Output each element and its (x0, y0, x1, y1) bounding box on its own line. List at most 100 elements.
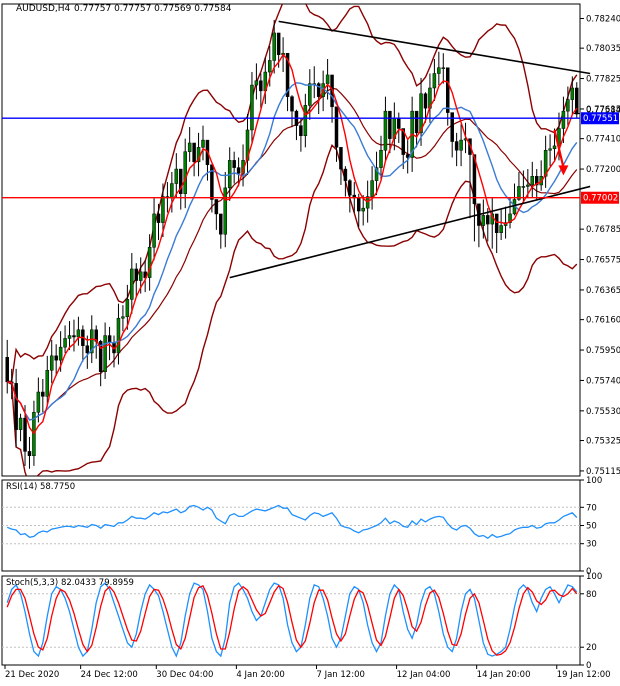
candle-body-bullish (245, 129, 250, 161)
candle-body-bullish (187, 142, 192, 152)
candle[interactable] (450, 112, 454, 158)
candle-body-bearish (472, 154, 477, 205)
candle[interactable] (441, 53, 446, 84)
candle[interactable] (116, 303, 121, 365)
candle-body-bearish (343, 168, 348, 181)
candle[interactable] (361, 195, 365, 226)
candle[interactable] (45, 355, 50, 407)
candle-body-bullish (481, 215, 486, 226)
candle[interactable] (445, 67, 450, 126)
candle-body-bullish (517, 186, 521, 200)
candle[interactable] (374, 151, 379, 196)
candle[interactable] (419, 77, 423, 146)
candle[interactable] (334, 106, 339, 162)
candle[interactable] (254, 63, 259, 100)
candle[interactable] (316, 82, 321, 115)
candle[interactable] (548, 134, 552, 167)
candle[interactable] (156, 203, 161, 240)
candle-body-bullish (526, 184, 530, 187)
candle[interactable] (259, 73, 263, 109)
candle[interactable] (530, 161, 535, 199)
price-tick-label: 0.76160 (586, 316, 620, 326)
candle[interactable] (103, 322, 107, 379)
candle[interactable] (250, 72, 254, 145)
candle-body-bearish (397, 118, 401, 129)
candle[interactable] (459, 124, 463, 167)
candle[interactable] (134, 263, 139, 297)
candle[interactable] (432, 59, 437, 102)
candle[interactable] (379, 135, 383, 181)
candle[interactable] (179, 168, 183, 210)
candle[interactable] (517, 171, 521, 201)
candle[interactable] (72, 319, 76, 352)
candle[interactable] (147, 234, 152, 291)
rsi-pane[interactable]: 100 70 50 30 0 (1, 476, 602, 577)
candle[interactable] (183, 138, 187, 209)
candle[interactable] (245, 114, 250, 175)
candle[interactable] (219, 213, 223, 249)
candle[interactable] (543, 135, 548, 188)
candle[interactable] (187, 127, 192, 162)
candle[interactable] (18, 413, 23, 442)
candle[interactable] (223, 171, 228, 248)
trendline-lower[interactable] (229, 185, 591, 279)
candle[interactable] (192, 142, 196, 177)
candle[interactable] (508, 198, 512, 229)
candle[interactable] (152, 198, 156, 261)
candle[interactable] (49, 339, 54, 384)
price-tick-label: 0.75740 (586, 376, 620, 386)
candle[interactable] (303, 93, 308, 148)
candle-body-bearish (276, 32, 281, 55)
candle-body-bearish (192, 142, 196, 163)
price-pane[interactable]: 0.78240 0.78035 0.77825 0.77615 0.77410 0.772… (1, 0, 620, 485)
candle[interactable] (370, 166, 374, 210)
candle[interactable] (232, 151, 236, 184)
stochastic-pane[interactable]: 100 80 20 0 (1, 572, 602, 671)
candle[interactable] (285, 52, 290, 112)
candle[interactable] (486, 208, 490, 242)
candle[interactable] (161, 183, 165, 238)
candle-body-bearish (219, 213, 223, 235)
candle[interactable] (125, 284, 130, 330)
candle[interactable] (348, 179, 352, 213)
candle-body-bullish (552, 145, 557, 150)
candle[interactable] (174, 153, 179, 199)
candle[interactable] (290, 95, 294, 128)
candle[interactable] (339, 147, 343, 185)
candle-body-bullish (58, 346, 63, 361)
candle[interactable] (499, 209, 503, 240)
candle[interactable] (481, 199, 486, 239)
candle[interactable] (299, 118, 303, 152)
candle[interactable] (85, 335, 90, 369)
candle[interactable] (343, 166, 348, 197)
rsi-title: RSI(14) 58.7750 (6, 482, 75, 492)
candle[interactable] (121, 305, 125, 332)
candle[interactable] (575, 82, 579, 119)
candle[interactable] (210, 164, 214, 213)
trendline-upper[interactable] (278, 20, 591, 75)
price-tick-label: 0.75115 (586, 467, 620, 477)
candle[interactable] (570, 76, 575, 115)
candle[interactable] (201, 125, 205, 161)
candle[interactable] (27, 436, 32, 469)
candle[interactable] (54, 344, 58, 377)
candle[interactable] (41, 378, 45, 413)
candle[interactable] (214, 199, 219, 230)
candle[interactable] (130, 253, 134, 314)
candle[interactable] (67, 321, 72, 351)
candle[interactable] (63, 325, 67, 353)
candle[interactable] (566, 86, 570, 126)
candle[interactable] (454, 132, 459, 167)
moving-average-fast-line (7, 53, 578, 435)
candle[interactable] (383, 96, 388, 162)
candle[interactable] (472, 154, 477, 242)
candle-body-bullish (170, 183, 174, 199)
candle[interactable] (437, 51, 441, 86)
candle[interactable] (414, 110, 419, 148)
candle[interactable] (272, 19, 276, 74)
candle[interactable] (236, 157, 241, 187)
candle[interactable] (388, 110, 392, 154)
candle[interactable] (14, 368, 18, 448)
